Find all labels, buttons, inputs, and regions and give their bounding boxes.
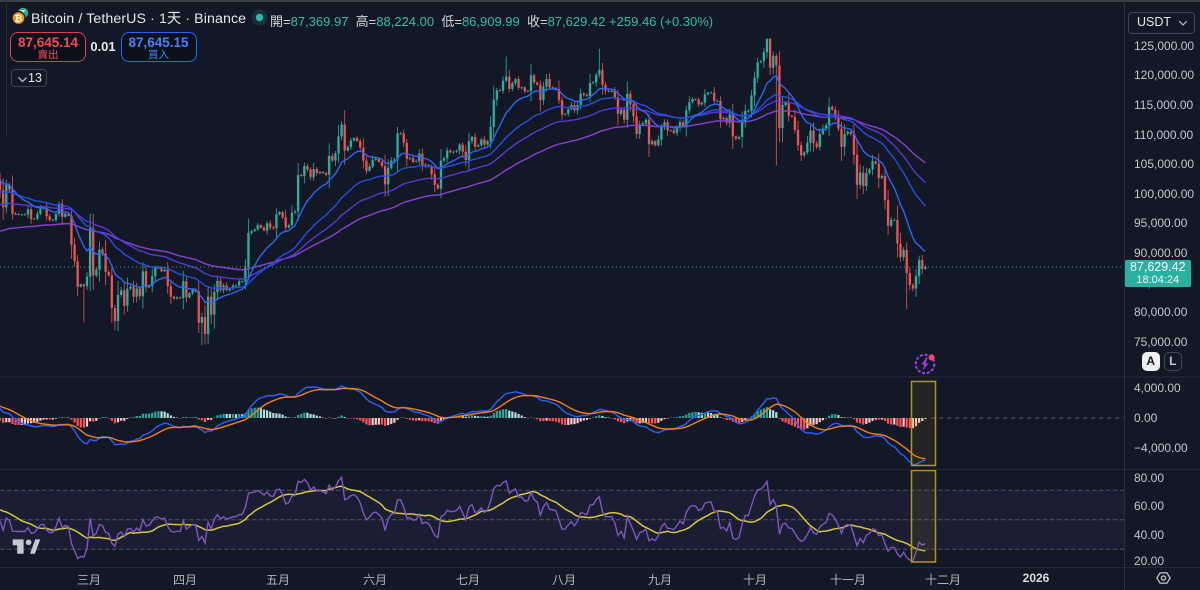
svg-text:₿: ₿ — [15, 14, 23, 25]
